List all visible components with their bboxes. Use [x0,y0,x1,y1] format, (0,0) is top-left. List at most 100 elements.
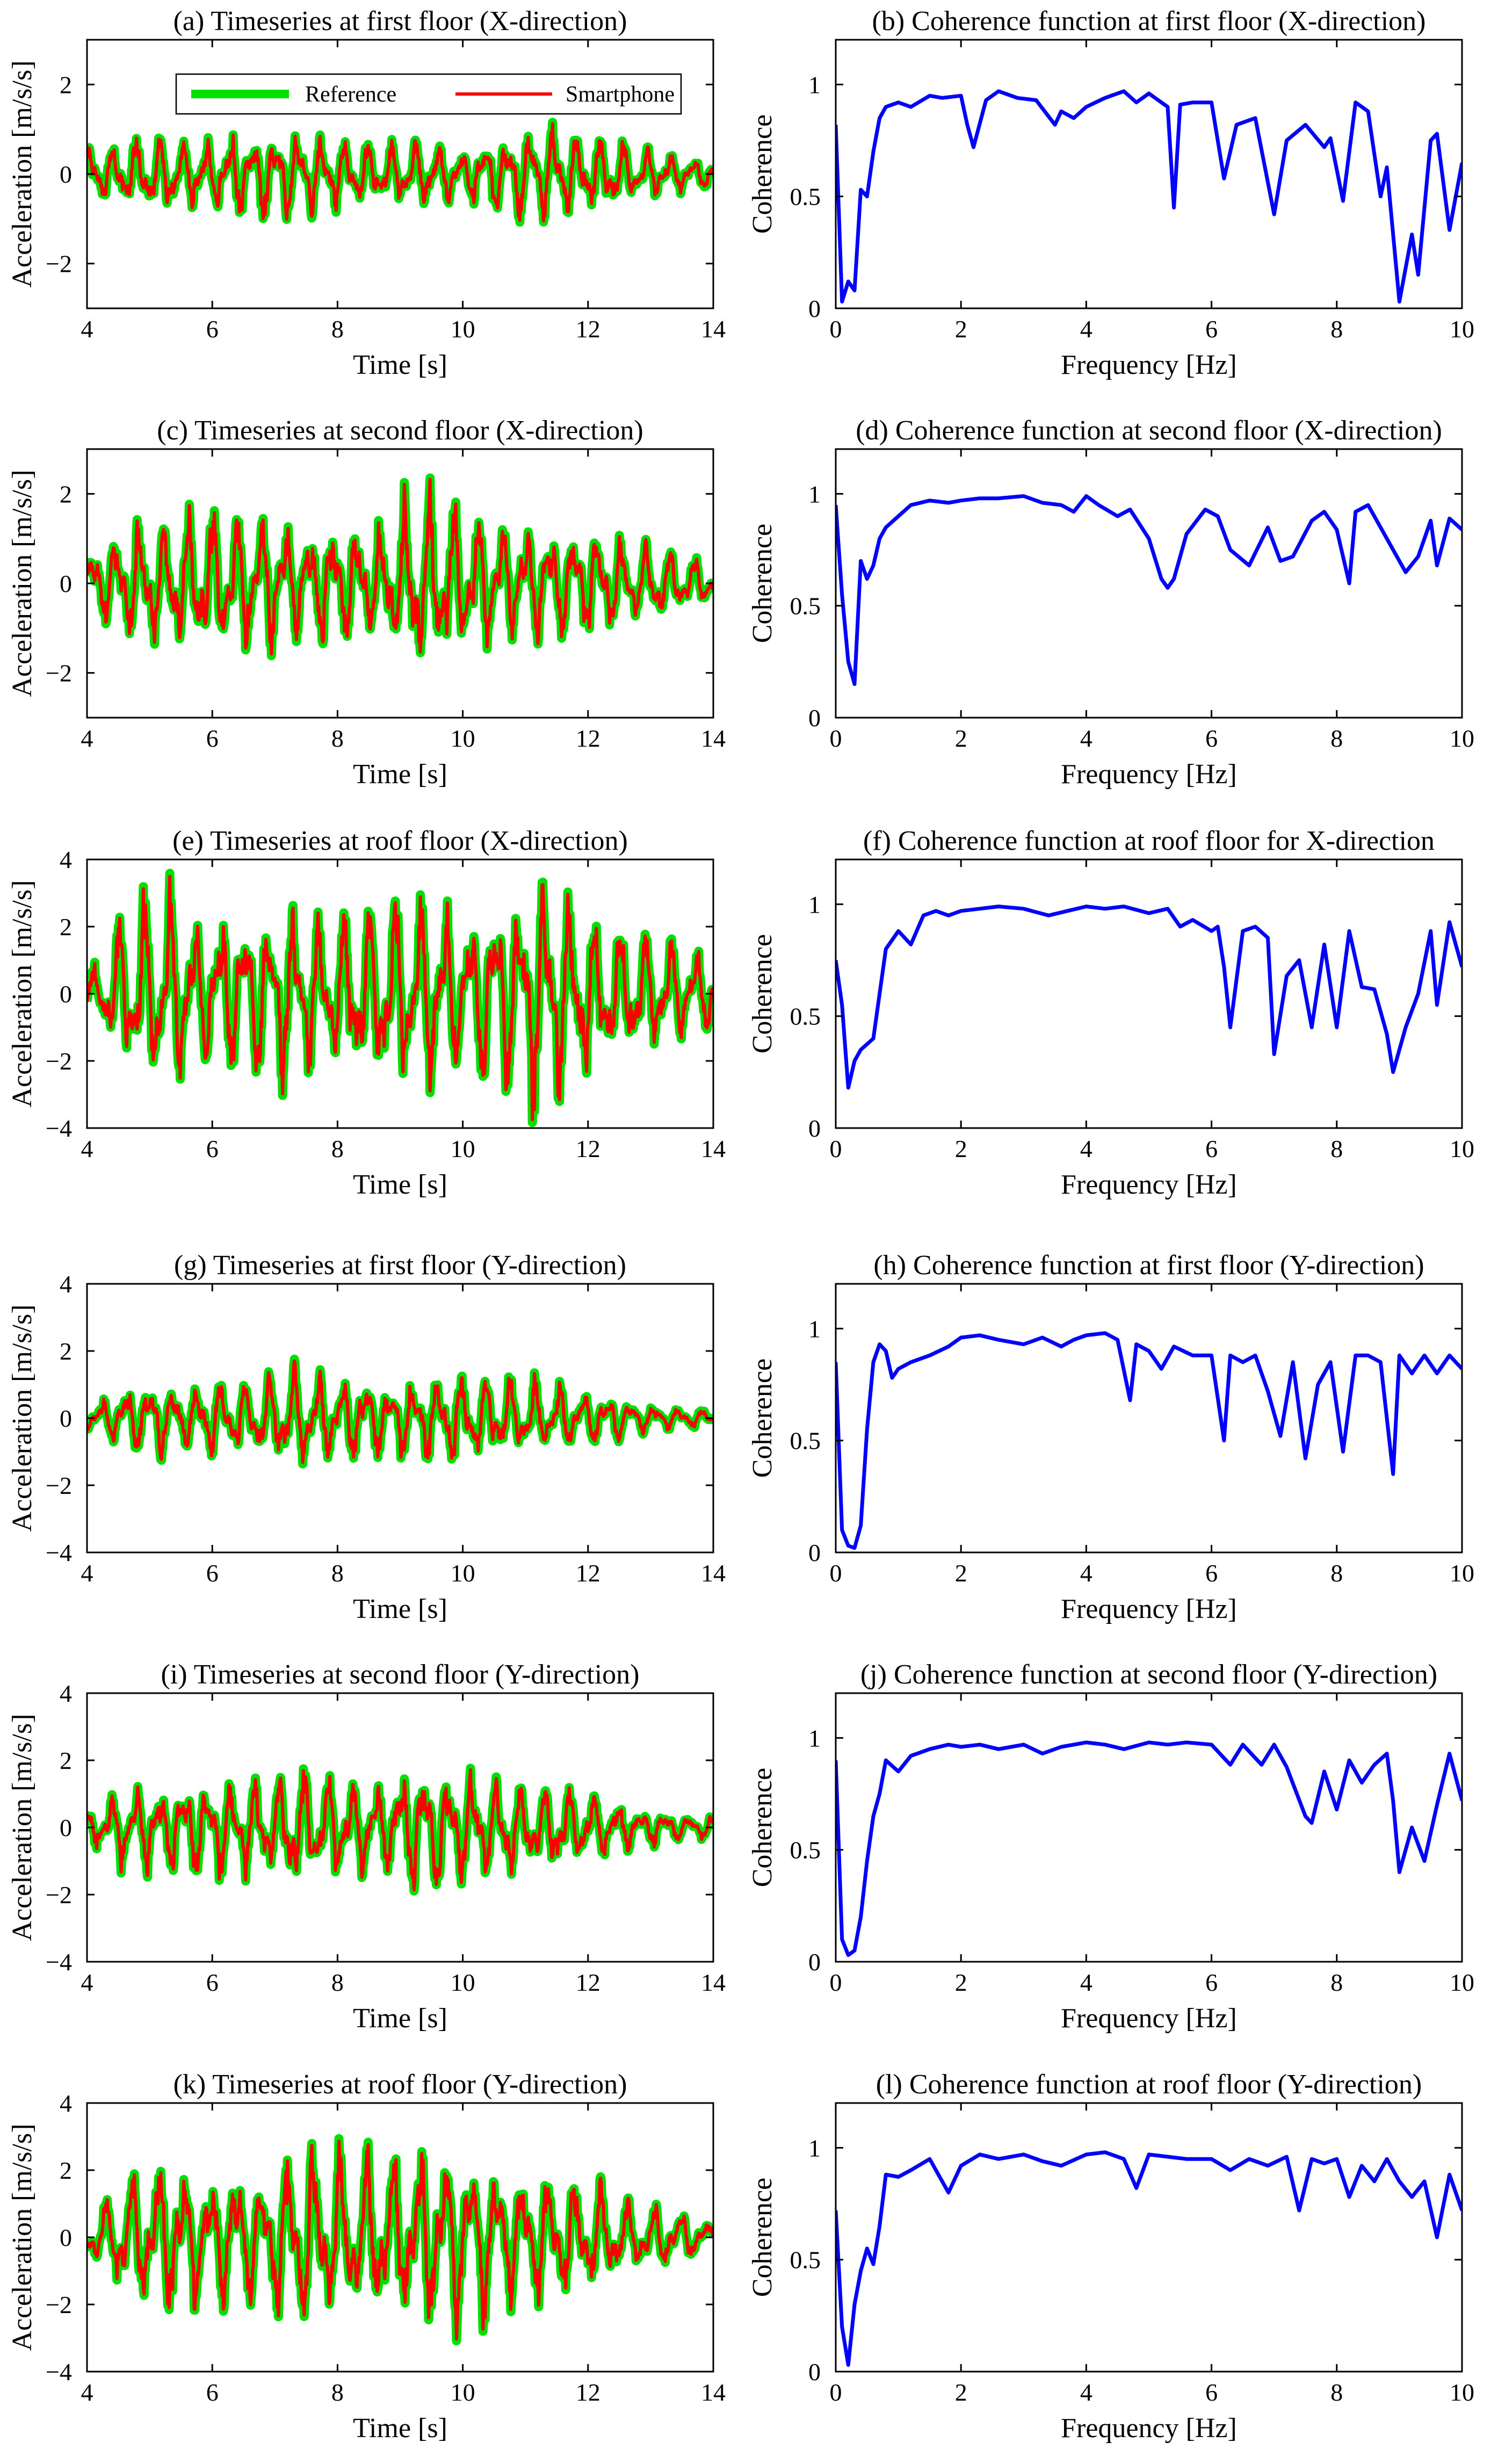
y-tick-label: 1 [808,480,821,508]
x-tick-label: 2 [955,1969,967,1996]
y-tick-label: 0 [60,980,72,1008]
x-axis-label: Time [s] [353,1594,447,1624]
legend-label-smartphone: Smartphone [566,82,675,107]
x-tick-label: 4 [1080,1559,1092,1587]
legend-label-reference: Reference [305,82,396,107]
x-axis-label: Frequency [Hz] [1061,2413,1237,2444]
y-tick-label: 4 [60,1680,72,1707]
x-tick-label: 4 [81,315,93,343]
panel-d: (d) Coherence function at second floor (… [747,415,1474,790]
y-axis-label: Acceleration [m/s/s] [7,880,38,1107]
y-tick-label: −4 [46,1539,72,1566]
panel-title: (h) Coherence function at first floor (Y… [873,1250,1424,1281]
panel-e: (e) Timeseries at roof floor (X-directio… [7,826,726,1200]
y-tick-label: 0 [808,2358,821,2386]
y-tick-label: 0 [808,1948,821,1976]
x-tick-label: 2 [955,725,967,752]
x-tick-label: 2 [955,315,967,343]
y-axis-label: Acceleration [m/s/s] [7,60,38,287]
y-axis-label: Coherence [747,1359,778,1478]
x-tick-label: 2 [955,1135,967,1162]
y-tick-label: −2 [46,1047,72,1075]
x-tick-label: 6 [206,725,219,752]
x-tick-label: 6 [1205,2379,1218,2406]
x-tick-label: 14 [701,315,726,343]
coherence-line [836,89,1462,304]
axes-box [835,2102,1463,2373]
y-tick-label: −2 [46,2291,72,2318]
axes-box [835,39,1463,309]
x-tick-label: 12 [576,1135,600,1162]
x-tick-label: 10 [451,315,475,343]
x-tick-label: 14 [701,1135,726,1162]
panel-k: (k) Timeseries at roof floor (Y-directio… [7,2069,726,2444]
x-axis-label: Time [s] [353,350,447,380]
plot-area [836,89,1462,304]
x-axis-label: Frequency [Hz] [1061,1594,1237,1624]
x-tick-label: 14 [701,1969,726,1996]
x-tick-label: 8 [331,1135,344,1162]
y-tick-label: 0 [808,1539,821,1566]
series-reference [87,1764,713,1896]
y-tick-label: 4 [60,1270,72,1298]
x-tick-label: 6 [1205,1559,1218,1587]
x-tick-label: 4 [81,725,93,752]
y-tick-label: 4 [60,846,72,873]
x-tick-label: 12 [576,1969,600,1996]
series-smartphone [87,1768,713,1892]
x-tick-label: 10 [451,725,475,752]
x-tick-label: 4 [81,2379,93,2406]
x-tick-label: 0 [830,2379,842,2406]
y-tick-label: 2 [60,913,72,941]
axes-box [835,448,1463,719]
x-tick-label: 14 [701,725,726,752]
y-tick-label: 0.5 [790,2246,821,2274]
x-tick-label: 0 [830,1135,842,1162]
axes-box [835,1692,1463,1963]
x-axis-label: Time [s] [353,759,447,790]
y-tick-label: 0 [808,1115,821,1142]
legend: Reference Smartphone [175,73,682,115]
panel-g: (g) Timeseries at first floor (Y-directi… [7,1250,726,1624]
coherence-line [836,1331,1462,1550]
y-axis-label: Acceleration [m/s/s] [7,469,38,697]
y-tick-label: 1 [808,891,821,918]
x-tick-label: 0 [830,315,842,343]
x-tick-label: 8 [1330,2379,1343,2406]
y-axis-label: Coherence [747,524,778,643]
x-tick-label: 6 [1205,1135,1218,1162]
series-smartphone [87,2139,713,2341]
x-tick-label: 2 [955,1559,967,1587]
x-tick-label: 4 [81,1559,93,1587]
y-tick-label: 2 [60,2157,72,2184]
y-tick-label: 1 [808,1724,821,1752]
x-tick-label: 0 [830,1559,842,1587]
coherence-line [836,494,1462,686]
panel-title: (f) Coherence function at roof floor for… [863,826,1435,856]
y-axis-label: Coherence [747,2178,778,2297]
x-axis-label: Frequency [Hz] [1061,350,1237,380]
y-axis-label: Coherence [747,1768,778,1887]
x-tick-label: 14 [701,1559,726,1587]
y-tick-label: −2 [46,250,72,278]
x-tick-label: 6 [206,1559,219,1587]
series-smartphone [87,122,713,223]
plot-area [87,869,713,1128]
panel-title: (k) Timeseries at roof floor (Y-directio… [173,2069,627,2100]
plot-area [836,905,1462,1090]
x-tick-label: 6 [206,1135,219,1162]
y-tick-label: 0.5 [790,1837,821,1864]
coherence-line [836,905,1462,1090]
x-tick-label: 8 [1330,315,1343,343]
panel-b: (b) Coherence function at first floor (X… [747,6,1474,380]
panel-j: (j) Coherence function at second floor (… [747,1659,1474,2034]
x-tick-label: 6 [1205,1969,1218,1996]
x-tick-label: 10 [451,1969,475,1996]
x-tick-label: 6 [1205,725,1218,752]
y-tick-label: 0 [60,2224,72,2251]
plot-area [836,1331,1462,1550]
y-tick-label: 0 [60,1814,72,1841]
y-axis-label: Coherence [747,114,778,234]
panel-title: (a) Timeseries at first floor (X-directi… [173,6,627,37]
x-tick-label: 0 [830,725,842,752]
